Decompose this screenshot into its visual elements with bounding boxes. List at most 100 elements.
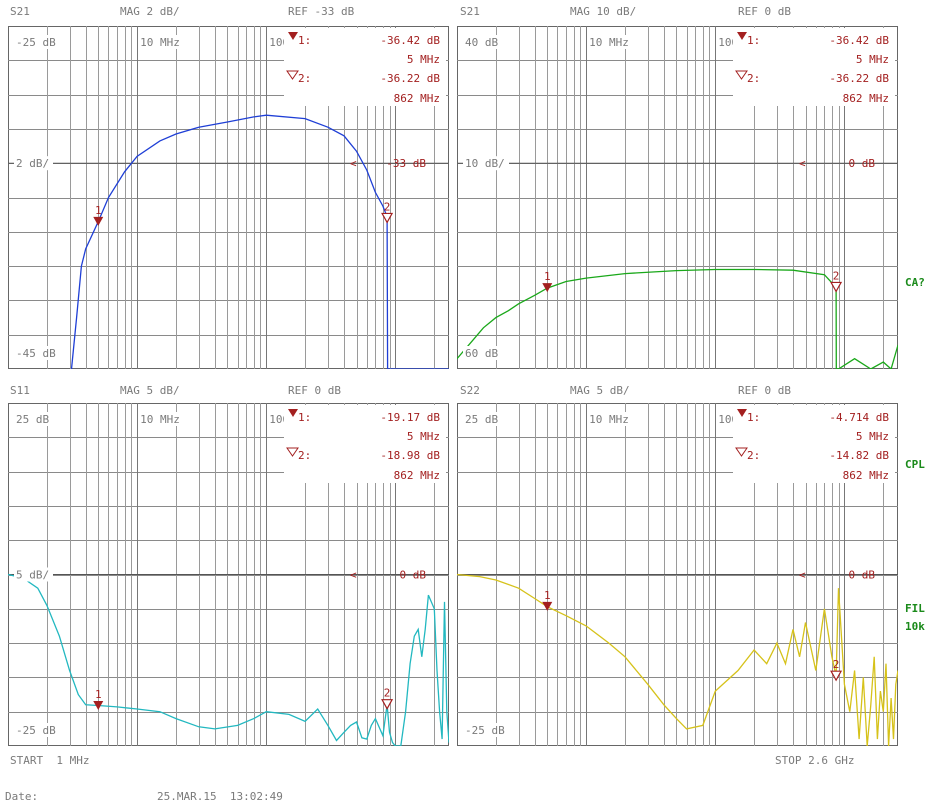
chart3-m1-symbol <box>288 409 298 417</box>
chart4-marker-2-label: 2 <box>833 658 840 671</box>
chart3-marker-1-label: 1 <box>95 688 102 701</box>
chart3-freq-label-10mhz: 10 MHz <box>140 413 180 426</box>
chart3-top-label-bg <box>14 412 53 426</box>
chart3-m2-symbol <box>286 447 299 457</box>
chart2-freq-label-10mhz-bg <box>587 35 634 49</box>
chart1-top-label-bg <box>14 35 60 49</box>
chart4-top-label: 25 dB <box>465 413 498 426</box>
chart1-m1-value: -36.42 dB <box>380 34 440 47</box>
chart4-marker-1-label: 1 <box>544 589 551 602</box>
chart4-bottom-label: -25 dB <box>465 724 505 737</box>
chart4-marker-1 <box>542 601 553 611</box>
side-label-rbw: 10k <box>905 620 925 633</box>
chart4-m1-freq: 5 MHz <box>856 430 889 443</box>
chart1-marker-1 <box>93 216 104 226</box>
chart4-m1-prefix: 1: <box>747 411 760 424</box>
chart4-m1-symbol <box>737 409 747 417</box>
chart3-m2-value: -18.98 dB <box>380 449 440 462</box>
chart4-m2-symbol <box>735 447 748 457</box>
chart3-marker-2-label: 2 <box>384 687 391 700</box>
chart2-m2-prefix: 2: <box>747 72 760 85</box>
panel2-param: S21 <box>460 5 480 18</box>
date-label: Date: <box>5 790 39 803</box>
panel2-ref: REF 0 dB <box>738 5 791 18</box>
chart4-marker-2 <box>830 670 843 682</box>
chart1-m2-prefix: 2: <box>298 72 311 85</box>
chart4-m2-value: -14.82 dB <box>829 449 889 462</box>
chart4-ref-arrow: < <box>799 569 806 582</box>
date-value: 25.MAR.15 13:02:49 <box>157 790 283 803</box>
chart1-top-label: -25 dB <box>16 36 56 49</box>
chart3-m1-freq: 5 MHz <box>407 430 440 443</box>
chart4-m1-value: -4.714 dB <box>829 411 889 424</box>
chart2-scale-label: 10 dB/ <box>465 157 505 170</box>
chart1-ref-value: -33 dB <box>386 157 426 170</box>
chart1-marker-1-label: 1 <box>95 204 102 217</box>
chart4-m2-prefix: 2: <box>747 449 760 462</box>
chart4-marker-box <box>733 405 895 483</box>
panel1-param: S21 <box>10 5 30 18</box>
chart2-ref-arrow: < <box>799 157 806 170</box>
chart2-m2-symbol <box>735 70 748 80</box>
chart4-freq-label-10mhz-bg <box>587 412 634 426</box>
chart1-m2-value: -36.22 dB <box>380 72 440 85</box>
chart2-marker-2 <box>830 281 843 293</box>
chart3-m1-value: -19.17 dB <box>380 411 440 424</box>
panel4-param: S22 <box>460 384 480 397</box>
side-label-ca: CA? <box>905 276 925 289</box>
chart2-marker-box <box>733 28 895 106</box>
panel1-ref: REF -33 dB <box>288 5 355 18</box>
chart2-marker-2-label: 2 <box>833 269 840 282</box>
chart3-bottom-label: -25 dB <box>16 724 56 737</box>
chart2-m2-value: -36.22 dB <box>829 72 889 85</box>
chart2-m1-symbol <box>737 32 747 40</box>
chart4-ref-value: 0 dB <box>849 569 876 582</box>
chart3-trace <box>8 573 449 746</box>
chart3-m2-prefix: 2: <box>298 449 311 462</box>
panel1-mag: MAG 2 dB/ <box>120 5 180 18</box>
panel2-mag: MAG 10 dB/ <box>570 5 637 18</box>
chart3-ref-arrow: < <box>350 569 357 582</box>
chart2-m1-prefix: 1: <box>747 34 760 47</box>
panel4-ref: REF 0 dB <box>738 384 791 397</box>
chart4-bottom-label-bg <box>463 723 509 737</box>
chart1-freq-label-10mhz: 10 MHz <box>140 36 180 49</box>
chart3-scale-label: 5 dB/ <box>16 569 49 582</box>
chart2-ref-value: 0 dB <box>849 157 876 170</box>
chart1-m1-freq: 5 MHz <box>407 53 440 66</box>
chart4-top-label-bg <box>463 412 502 426</box>
stop-frequency: STOP 2.6 GHz <box>775 754 855 767</box>
chart3-scale-label-bg <box>14 567 53 582</box>
panel3-param: S11 <box>10 384 30 397</box>
chart2-scale-label-bg <box>463 156 509 171</box>
chart4-freq-label-10mhz: 10 MHz <box>589 413 629 426</box>
chart3-m1-prefix: 1: <box>298 411 311 424</box>
chart1-m2-freq: 862 MHz <box>394 92 440 105</box>
chart1-scale-label-bg <box>14 156 53 171</box>
chart2-top-label: 40 dB <box>465 36 498 49</box>
chart2-freq-label-10mhz: 10 MHz <box>589 36 629 49</box>
chart1-bottom-label-bg <box>14 346 60 360</box>
chart2-bottom-label: 60 dB <box>465 347 498 360</box>
chart1-m1-prefix: 1: <box>298 34 311 47</box>
chart1-marker-box <box>284 28 446 106</box>
panel3-mag: MAG 5 dB/ <box>120 384 180 397</box>
side-label-cpl: CPL <box>905 458 925 471</box>
chart3-ref-value: 0 dB <box>400 569 427 582</box>
chart1-marker-2 <box>381 212 394 224</box>
chart1-m1-symbol <box>288 32 298 40</box>
chart2-top-label-bg <box>463 35 502 49</box>
chart2-m1-freq: 5 MHz <box>856 53 889 66</box>
chart3-m2-freq: 862 MHz <box>394 469 440 482</box>
chart2-m2-freq: 862 MHz <box>843 92 889 105</box>
chart3-marker-1 <box>93 701 104 711</box>
side-label-fil: FIL <box>905 602 925 615</box>
panel3-ref: REF 0 dB <box>288 384 341 397</box>
chart3-bottom-label-bg <box>14 723 60 737</box>
chart3-top-label: 25 dB <box>16 413 49 426</box>
